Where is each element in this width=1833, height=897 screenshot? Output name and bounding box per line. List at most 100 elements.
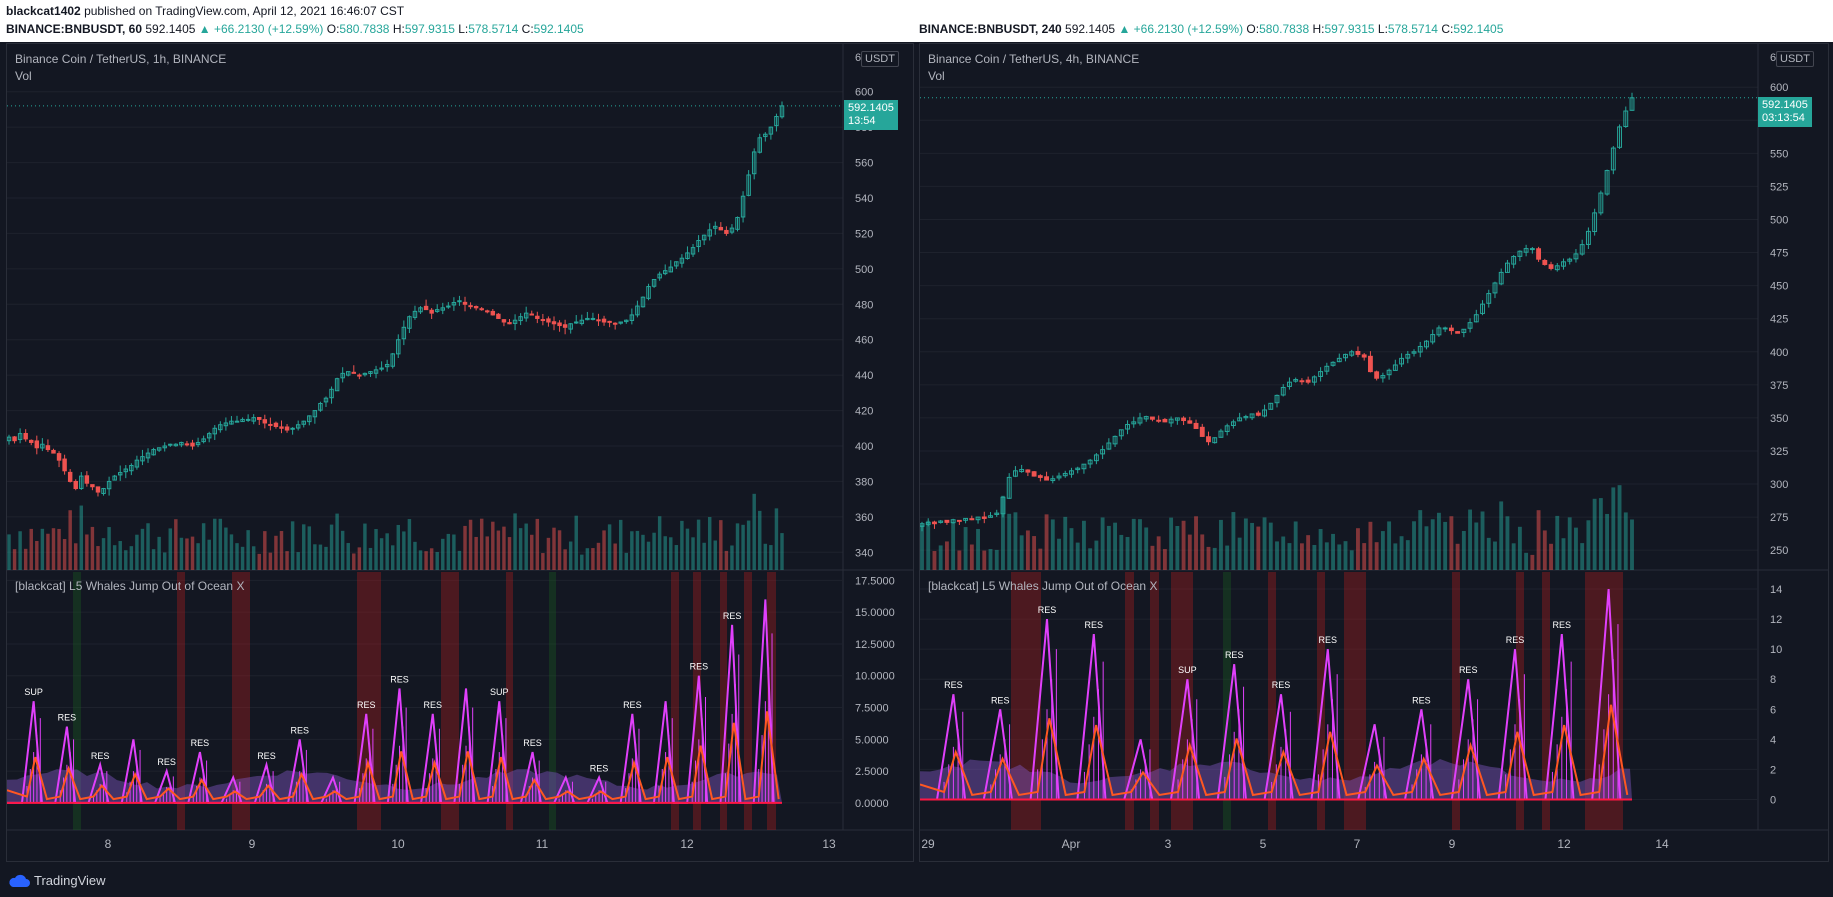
volume-bar xyxy=(129,546,134,570)
candle-body xyxy=(284,426,290,431)
candle-body xyxy=(90,484,95,488)
candle-body xyxy=(1473,314,1479,323)
candle-body xyxy=(1230,421,1236,427)
candle-body xyxy=(162,445,167,449)
right-unit-button[interactable]: USDT xyxy=(1776,51,1814,67)
candle-body xyxy=(1006,476,1012,499)
volume-bar xyxy=(279,531,284,570)
volume-bar xyxy=(994,549,999,570)
indicator-tick-label: 8 xyxy=(1770,674,1776,686)
volume-bar xyxy=(502,526,506,570)
candle-body xyxy=(629,314,635,321)
tradingview-logo[interactable]: TradingView xyxy=(8,873,106,888)
candle-body xyxy=(368,371,373,374)
volume-bar xyxy=(1362,543,1367,570)
indicator-tick-label: 17.5000 xyxy=(855,575,895,587)
candle-body xyxy=(512,319,518,324)
volume-bar xyxy=(769,545,773,570)
candle-body xyxy=(1162,418,1168,423)
candle-body xyxy=(523,312,529,319)
candle-body xyxy=(1511,256,1517,265)
volume-bar xyxy=(1150,545,1155,570)
candle-body xyxy=(373,369,379,374)
indicator-tick-label: 2 xyxy=(1770,764,1776,776)
volume-bar xyxy=(85,534,89,570)
left-symbol[interactable]: BINANCE:BNBUSDT, 60 xyxy=(6,22,143,36)
indicator-orange-line xyxy=(7,711,780,801)
volume-bar xyxy=(926,520,931,570)
candle-body xyxy=(1000,496,1006,515)
volume-bar xyxy=(607,524,612,570)
candle-body xyxy=(384,364,390,368)
left-indicator-title: [blackcat] L5 Whales Jump Out of Ocean X xyxy=(15,579,245,593)
left-unit-button[interactable]: USDT xyxy=(861,51,899,67)
volume-bar xyxy=(407,519,412,570)
volume-bar xyxy=(735,523,740,570)
volume-bar xyxy=(741,524,745,570)
candle-body xyxy=(950,519,956,524)
candle-body xyxy=(1324,365,1330,372)
volume-bar xyxy=(1324,542,1329,570)
volume-bar xyxy=(657,516,662,570)
candle-body xyxy=(1573,253,1579,260)
volume-bar xyxy=(402,531,406,570)
candle-body xyxy=(757,137,762,153)
volume-bar xyxy=(774,508,779,570)
candle-body xyxy=(1480,303,1485,314)
author-name[interactable]: blackcat1402 xyxy=(6,4,81,18)
volume-bar xyxy=(1262,517,1267,570)
volume-bar xyxy=(507,537,512,570)
res-label: RES xyxy=(157,757,176,767)
candle-body xyxy=(362,372,368,376)
y-tick-label: 600 xyxy=(1770,82,1788,94)
volume-bar xyxy=(218,518,223,570)
candle-body xyxy=(1455,331,1461,334)
volume-bar xyxy=(324,546,328,570)
volume-bar xyxy=(1181,520,1186,570)
volume-bar xyxy=(663,536,667,570)
volume-bar xyxy=(1393,543,1398,570)
res-label: RES xyxy=(623,700,642,710)
right-chart-panel[interactable]: 6005755505255004754504254003753503253002… xyxy=(919,43,1829,862)
volume-bar xyxy=(674,545,679,570)
left-low: 578.5714 xyxy=(468,22,519,36)
candle-body xyxy=(763,133,768,138)
volume-bar xyxy=(368,547,373,570)
candle-body xyxy=(257,416,262,420)
resistance-band xyxy=(671,572,679,830)
volume-bar xyxy=(1561,538,1566,570)
candle-body xyxy=(607,320,612,323)
candle-body xyxy=(1405,353,1411,359)
volume-bar xyxy=(746,520,751,570)
y-tick-label: 525 xyxy=(1770,181,1788,193)
left-vol-label: Vol xyxy=(15,69,32,83)
candle-body xyxy=(240,418,245,423)
candle-body xyxy=(768,126,774,135)
candle-body xyxy=(51,449,56,454)
volume-bar xyxy=(1069,528,1074,570)
right-symbol[interactable]: BINANCE:BNBUSDT, 240 xyxy=(919,22,1062,36)
right-chart-svg[interactable]: 6005755505255004754504254003753503253002… xyxy=(920,44,1828,861)
candle-body xyxy=(168,443,173,446)
candle-body xyxy=(1567,258,1573,262)
left-chart-svg[interactable]: 6005805605405205004804604404204003803603… xyxy=(7,44,913,861)
candle-body xyxy=(1150,416,1155,420)
volume-bar xyxy=(379,538,384,570)
candle-body xyxy=(23,433,28,440)
volume-bar xyxy=(1044,514,1049,570)
volume-bar xyxy=(938,545,943,570)
volume-bar xyxy=(157,536,161,570)
y-tick-label: 460 xyxy=(855,335,873,347)
candle-body xyxy=(473,305,479,309)
volume-bar xyxy=(1374,542,1379,570)
candle-body xyxy=(407,316,412,329)
volume-bar xyxy=(441,538,445,570)
candle-body xyxy=(1093,454,1099,462)
volume-bar xyxy=(479,518,484,570)
volume-bar xyxy=(146,523,150,570)
candle-body xyxy=(1542,259,1548,265)
left-chart-panel[interactable]: 6005805605405205004804604404204003803603… xyxy=(6,43,914,862)
candle-body xyxy=(1037,475,1043,478)
candle-body xyxy=(1336,357,1342,363)
volume-bar xyxy=(1281,536,1286,570)
